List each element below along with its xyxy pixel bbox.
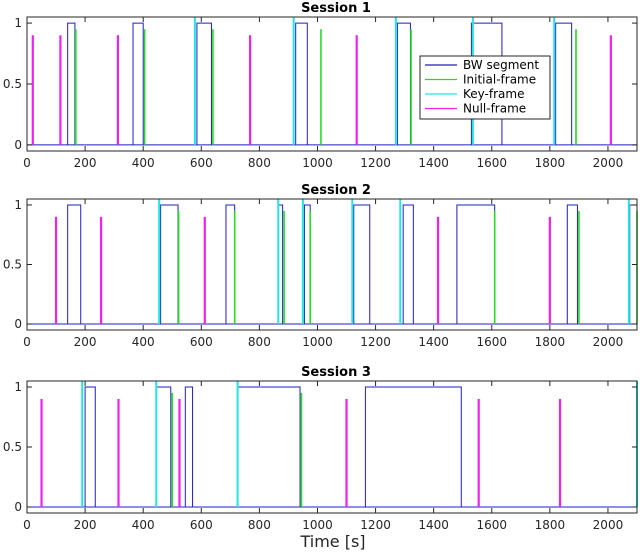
bw-segment [364, 386, 462, 507]
bw-segment [303, 204, 311, 325]
bw-segment [225, 204, 236, 325]
panel-title: Session 2 [301, 183, 371, 198]
x-ticks: 0 200 400 600 800 1000 1200 1400 1600 1800 2000 [23, 381, 623, 532]
x-tick-label: 2000 [593, 335, 624, 349]
initial-frame-series [177, 210, 638, 325]
legend-entry: Null-frame [425, 102, 526, 116]
x-tick-label: 1400 [418, 156, 449, 170]
x-axis-label: Time [s] [299, 532, 365, 551]
legend-entry: BW segment [425, 58, 539, 72]
y-tick-label: 0 [14, 317, 22, 331]
bw-segment [396, 22, 411, 145]
bw-segment [132, 22, 144, 145]
y-ticks: 00.51 [3, 16, 637, 152]
x-tick-label: 600 [190, 335, 213, 349]
bw-segment-series [27, 386, 637, 508]
x-tick-label: 400 [132, 335, 155, 349]
legend-label: Null-frame [463, 102, 526, 116]
plot-frame [26, 198, 638, 331]
bw-segment [184, 386, 194, 507]
bw-segment-series [27, 204, 638, 325]
bw-segment [295, 22, 308, 145]
bw-segment [402, 204, 414, 325]
y-tick-label: 0.5 [3, 77, 22, 91]
panel-2: Session 2 0 200 400 600 800 1000 1200 1400 1600 18… [3, 183, 638, 349]
x-tick-label: 0 [23, 156, 31, 170]
x-tick-label: 1600 [476, 335, 507, 349]
x-tick-label: 1600 [476, 518, 507, 532]
bw-segment [160, 204, 179, 325]
x-tick-label: 800 [248, 156, 271, 170]
x-tick-label: 2000 [593, 518, 624, 532]
panel-title: Session 3 [301, 365, 371, 380]
x-ticks: 0 200 400 600 800 1000 1200 1400 1600 1800 2000 [23, 17, 623, 170]
x-tick-label: 2000 [593, 156, 624, 170]
x-tick-label: 1800 [535, 156, 566, 170]
bw-segment [67, 204, 82, 325]
panel-1: Session 1 0 200 400 600 800 1000 1200 1400 1600 18… [3, 1, 638, 170]
legend-label: BW segment [463, 58, 539, 72]
null-frame-series [31, 35, 612, 145]
x-tick-label: 800 [248, 335, 271, 349]
x-tick-label: 1200 [360, 335, 391, 349]
x-tick-label: 200 [74, 518, 97, 532]
legend: BW segmentInitial-frameKey-frameNull-fra… [419, 55, 551, 120]
x-tick-label: 1400 [418, 518, 449, 532]
x-tick-label: 800 [248, 518, 271, 532]
x-tick-label: 1600 [476, 156, 507, 170]
y-ticks: 00.51 [3, 380, 637, 514]
panels: Session 10 200 400 600 800 1000 1200 1400 1600 18… [3, 1, 638, 532]
initial-frame-series [171, 393, 303, 507]
y-tick-label: 1 [14, 16, 22, 30]
x-tick-label: 1800 [535, 335, 566, 349]
y-tick-label: 1 [14, 380, 22, 394]
y-tick-label: 0.5 [3, 258, 22, 272]
y-tick-label: 1 [14, 198, 22, 212]
y-tick-label: 0.5 [3, 440, 22, 454]
bw-segment [555, 22, 573, 145]
y-tick-label: 0 [14, 500, 22, 514]
x-tick-label: 400 [132, 156, 155, 170]
key-frame-series [81, 381, 638, 507]
key-frame-series [193, 17, 556, 145]
x-tick-label: 1000 [302, 518, 333, 532]
legend-label: Key-frame [463, 87, 524, 101]
panel-title: Session 1 [301, 1, 371, 16]
y-tick-label: 0 [14, 138, 22, 152]
x-tick-label: 1000 [302, 335, 333, 349]
bw-segment-series [27, 22, 637, 146]
x-tick-label: 600 [190, 156, 213, 170]
bw-segment [84, 386, 96, 507]
x-tick-label: 600 [190, 518, 213, 532]
x-tick-label: 1000 [302, 156, 333, 170]
x-tick-label: 1800 [535, 518, 566, 532]
x-tick-label: 1400 [418, 335, 449, 349]
legend-entry: Initial-frame [425, 73, 536, 87]
bw-segment [67, 22, 76, 145]
x-tick-label: 0 [23, 518, 31, 532]
x-tick-label: 200 [74, 156, 97, 170]
null-frame-series [40, 399, 562, 507]
panel-3: Session 3 0 200 400 600 800 1000 1200 1400 1600 18… [3, 365, 638, 532]
x-tick-label: 1200 [360, 518, 391, 532]
key-frame-series [158, 199, 630, 325]
bw-segment [456, 204, 496, 325]
x-tick-label: 0 [23, 335, 31, 349]
bw-segment [237, 386, 301, 507]
initial-frame-series [75, 29, 577, 145]
null-frame-series [54, 216, 551, 325]
y-ticks: 00.51 [3, 198, 637, 331]
legend-label: Initial-frame [463, 73, 536, 87]
x-tick-label: 400 [132, 518, 155, 532]
bw-segment [566, 204, 578, 325]
x-ticks: 0 200 400 600 800 1000 1200 1400 1600 1800 2000 [23, 199, 623, 349]
x-tick-label: 200 [74, 335, 97, 349]
legend-entry: Key-frame [425, 87, 524, 101]
bw-segment [353, 204, 371, 325]
x-tick-label: 1200 [360, 156, 391, 170]
bw-segment [155, 386, 172, 507]
bw-segment [196, 22, 212, 145]
